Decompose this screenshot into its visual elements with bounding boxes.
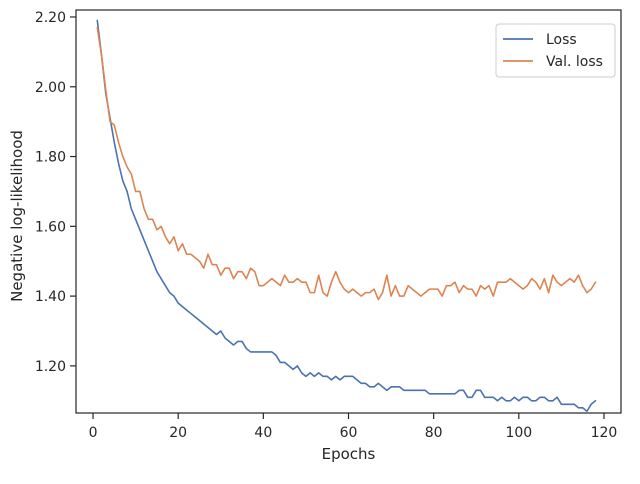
y-tick-label: 1.80: [35, 150, 66, 166]
x-tick-label: 100: [505, 425, 532, 441]
x-tick-label: 20: [169, 425, 187, 441]
legend-label-loss: Loss: [546, 32, 577, 48]
x-axis-label: Epochs: [322, 445, 376, 463]
y-tick-label: 1.60: [35, 219, 66, 235]
x-tick-label: 120: [591, 425, 618, 441]
legend-label-val-loss: Val. loss: [546, 54, 603, 70]
x-tick-label: 60: [340, 425, 358, 441]
x-tick-label: 0: [89, 425, 98, 441]
y-tick-label: 2.20: [35, 10, 66, 26]
y-axis: 1.20 1.40 1.60 1.80 2.00 2.20: [35, 10, 76, 375]
legend: Loss Val. loss: [495, 23, 616, 78]
y-tick-label: 1.40: [35, 289, 66, 305]
y-tick-label: 1.20: [35, 359, 66, 375]
y-axis-label: Negative log-likelihood: [8, 130, 26, 302]
series-line-val-loss: [96, 26, 597, 301]
x-tick-label: 80: [425, 425, 443, 441]
plot-lines: [96, 19, 597, 413]
x-axis: 0 20 40 60 80 100 120: [89, 413, 618, 441]
legend-box: [495, 23, 616, 78]
x-tick-label: 40: [254, 425, 272, 441]
y-tick-label: 2.00: [35, 80, 66, 96]
series-line-loss: [96, 19, 597, 413]
